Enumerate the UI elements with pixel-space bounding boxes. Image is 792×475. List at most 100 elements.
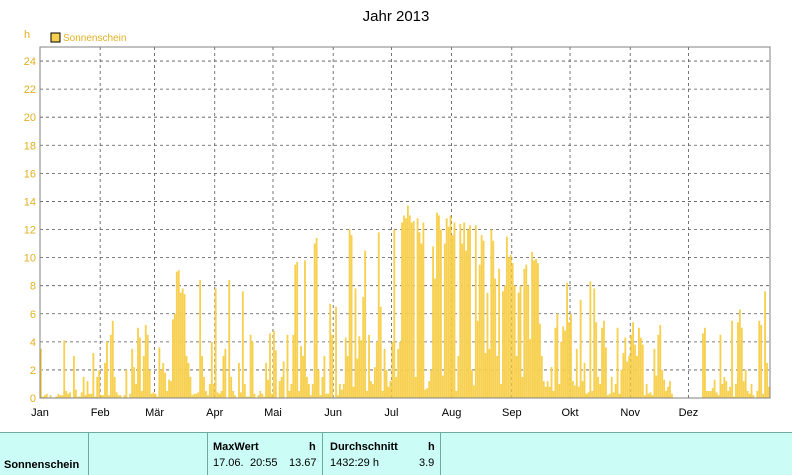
summary-avg-cell: Durchschnitt h 1432:29 h 3.9 <box>323 433 441 475</box>
sunshine-bar <box>657 334 660 398</box>
sunshine-bar <box>735 383 737 398</box>
sunshine-bar <box>309 395 312 398</box>
sunshine-bar <box>360 340 363 398</box>
y-tick-label: 16 <box>24 168 36 180</box>
sunshine-bar <box>670 393 673 398</box>
sunshine-bar <box>636 355 638 398</box>
y-tick-label: 24 <box>24 56 36 68</box>
sunshine-bar <box>729 386 732 398</box>
sunshine-bar <box>59 395 62 398</box>
sunshine-bar <box>117 395 120 398</box>
y-tick-label: 12 <box>24 225 36 237</box>
sunshine-bar <box>133 367 136 398</box>
sunshine-bar <box>593 288 596 398</box>
sunshine-bar <box>519 285 522 398</box>
summary-row-label: Sonnenschein <box>4 459 80 471</box>
sunshine-bar <box>164 372 167 398</box>
sunshine-bar <box>424 389 427 398</box>
sunshine-bar <box>550 367 553 398</box>
sunshine-bar <box>206 395 209 398</box>
avg-header: Durchschnitt <box>330 441 398 453</box>
sunshine-bar <box>711 388 714 398</box>
sunshine-bar <box>379 306 382 398</box>
sunshine-bar <box>515 355 518 398</box>
sunshine-bar <box>162 362 165 398</box>
sunshine-bar <box>482 240 485 398</box>
sunshine-bar <box>624 337 627 398</box>
sunshine-bar <box>523 268 526 398</box>
sunshine-bar <box>740 327 743 398</box>
sunshine-bar <box>249 334 252 398</box>
sunshine-bar <box>752 395 755 398</box>
sunshine-bar <box>212 383 215 398</box>
sunshine-bar <box>653 348 656 398</box>
sunshine-bar <box>340 389 343 398</box>
sunshine-bar <box>537 263 539 398</box>
sunshine-bar <box>179 292 182 398</box>
sunshine-bar <box>257 395 260 398</box>
sunshine-bar <box>315 237 318 398</box>
sunshine-bar <box>146 334 149 398</box>
sunshine-bar <box>474 225 477 398</box>
x-tick-label: Jan <box>31 407 49 419</box>
x-tick-label: Aug <box>442 407 462 419</box>
sunshine-bar <box>366 390 369 398</box>
sunshine-bar <box>504 285 506 398</box>
sunshine-bar <box>544 386 547 398</box>
sunshine-bar <box>57 393 60 398</box>
sunshine-bar <box>558 383 561 398</box>
legend-label: Sonnenschein <box>63 33 126 44</box>
sunshine-bar <box>403 215 405 398</box>
sunshine-bar <box>144 324 147 398</box>
sunshine-bar <box>80 392 83 398</box>
avg-total: 1432:29 h <box>330 457 379 469</box>
sunshine-bar <box>142 355 145 398</box>
sunshine-bar <box>139 337 141 398</box>
sunshine-bar <box>513 285 516 398</box>
sunshine-bar <box>533 260 535 398</box>
sunshine-bar <box>294 264 297 398</box>
sunshine-bar <box>395 376 398 398</box>
sunshine-bar <box>731 320 734 398</box>
sunshine-bar <box>748 393 751 398</box>
sunshine-bar <box>321 376 324 398</box>
sunshine-bar <box>338 383 341 398</box>
sunshine-bar <box>632 322 634 398</box>
sunshine-bar <box>216 392 219 398</box>
sunshine-bar <box>344 337 347 398</box>
sunshine-bar <box>67 393 70 398</box>
sunshine-bar <box>187 362 190 398</box>
sunshine-bar <box>399 341 402 398</box>
sunshine-bar <box>74 389 77 398</box>
sunshine-bar <box>238 362 240 398</box>
sunshine-bar <box>566 282 568 398</box>
sunshine-bar <box>183 294 186 398</box>
sunshine-bar <box>564 330 567 398</box>
sunshine-bar <box>140 390 143 398</box>
sunshine-bar <box>158 347 161 398</box>
x-tick-label: Mär <box>145 407 164 419</box>
sunshine-bar <box>702 333 704 398</box>
sunshine-bar <box>203 376 205 398</box>
sunshine-bar <box>542 381 545 398</box>
sunshine-bar <box>125 369 128 398</box>
summary-table: Sonnenschein MaxWert h 17.06. 20:55 13.6… <box>0 432 792 475</box>
sunshine-bar <box>649 392 652 398</box>
legend: Sonnenschein <box>50 32 126 44</box>
sunshine-bar <box>639 337 642 398</box>
sunshine-bar <box>531 251 534 398</box>
sunshine-bar <box>637 327 640 398</box>
sunshine-bar <box>665 390 668 398</box>
sunshine-bar <box>478 264 481 398</box>
sunshine-bar <box>272 330 275 398</box>
chart-title: Jahr 2013 <box>363 8 430 25</box>
sunshine-bar <box>764 291 767 398</box>
sunshine-bar <box>323 355 326 398</box>
sunshine-bar <box>356 358 359 398</box>
sunshine-bar <box>511 263 514 398</box>
x-tick-label: Feb <box>91 407 110 419</box>
sunshine-bar <box>288 390 291 398</box>
sunshine-bar <box>205 390 207 398</box>
sunshine-bar <box>587 392 590 398</box>
